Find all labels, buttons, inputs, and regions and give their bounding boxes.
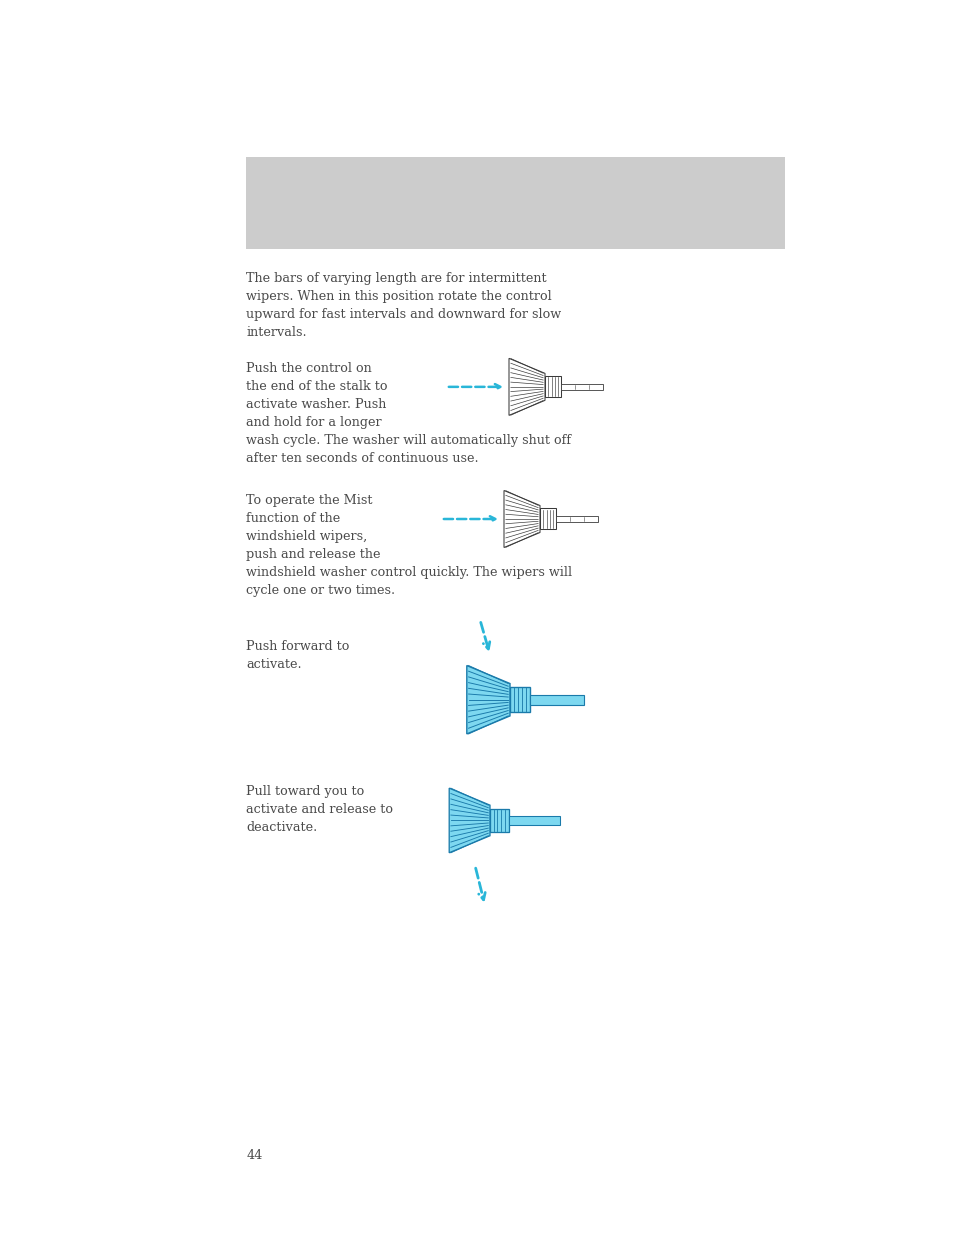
Bar bbox=[556, 516, 598, 522]
Bar bbox=[246, 157, 784, 249]
Polygon shape bbox=[466, 666, 510, 734]
Text: Pull toward you to
activate and release to
deactivate.: Pull toward you to activate and release … bbox=[246, 785, 393, 835]
Text: The bars of varying length are for intermittent
wipers. When in this position ro: The bars of varying length are for inter… bbox=[246, 272, 560, 338]
Polygon shape bbox=[509, 358, 544, 415]
Bar bbox=[490, 809, 508, 832]
Polygon shape bbox=[503, 490, 539, 547]
Text: To operate the Mist
function of the
windshield wipers,
push and release the
wind: To operate the Mist function of the wind… bbox=[246, 494, 572, 597]
Bar bbox=[544, 377, 561, 398]
Text: Push forward to
activate.: Push forward to activate. bbox=[246, 640, 349, 671]
Polygon shape bbox=[449, 788, 490, 852]
Bar bbox=[539, 509, 556, 530]
Text: 44: 44 bbox=[246, 1149, 262, 1162]
Bar bbox=[508, 816, 559, 825]
Bar bbox=[529, 695, 583, 705]
Bar bbox=[510, 687, 529, 713]
Bar bbox=[561, 384, 602, 390]
Text: Push the control on
the end of the stalk to
activate washer. Push
and hold for a: Push the control on the end of the stalk… bbox=[246, 362, 571, 464]
